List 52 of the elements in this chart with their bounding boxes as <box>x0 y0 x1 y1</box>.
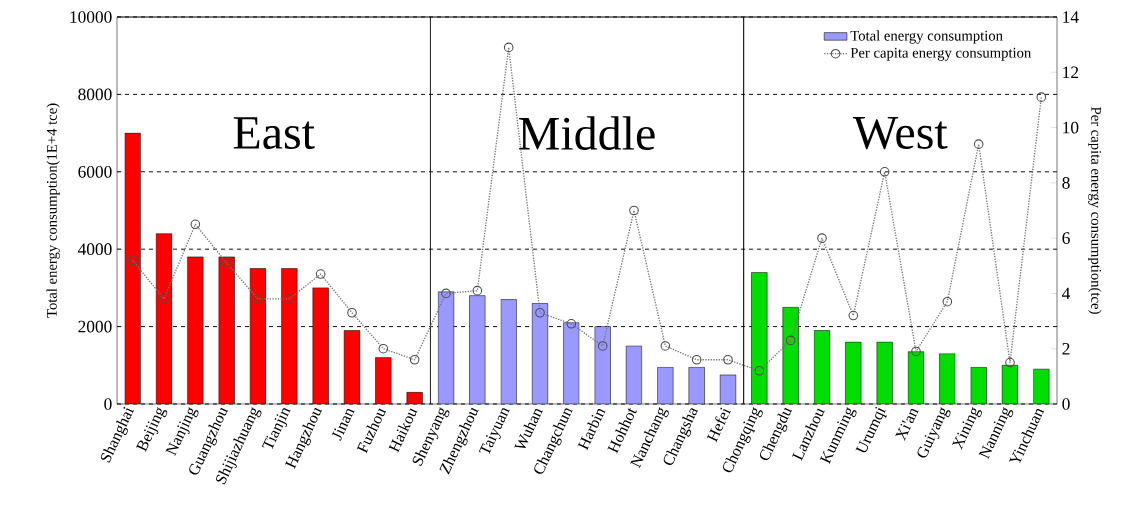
annotation: West <box>852 117 948 150</box>
point <box>848 310 859 321</box>
y-tick-label: 8000 <box>78 88 112 101</box>
y2-tick-label: 14 <box>1063 11 1079 23</box>
point <box>535 307 545 318</box>
point <box>441 288 451 299</box>
legend-label: Total energy consumption <box>850 30 1003 44</box>
y-tick-label: 2000 <box>78 320 112 333</box>
point <box>503 42 514 53</box>
point <box>597 341 608 351</box>
y-axis-title: Total energy consumption(1E+4 tce) <box>46 103 60 318</box>
point <box>378 343 389 354</box>
y-tick-label: 10000 <box>70 11 112 23</box>
y2-tick-label: 0 <box>1062 398 1070 410</box>
y-tick-label: 6000 <box>78 165 112 178</box>
point <box>817 233 827 243</box>
y2-axis-title: Per capita energy consumption(tce) <box>1088 106 1102 314</box>
point <box>911 346 921 357</box>
x-tick-label: Xi'an <box>895 408 919 441</box>
annotation: East <box>233 117 315 150</box>
y2-tick-label: 8 <box>1062 177 1070 189</box>
point <box>785 335 796 346</box>
point <box>315 269 326 279</box>
point <box>942 296 953 307</box>
point <box>347 307 357 318</box>
y2-tick-label: 6 <box>1062 232 1070 244</box>
point <box>190 219 201 230</box>
point <box>253 294 263 304</box>
point <box>472 285 483 296</box>
y-tick-label: 4000 <box>77 243 112 256</box>
y2-tick-label: 4 <box>1062 287 1071 300</box>
x-tick-label: Jinan <box>331 408 355 441</box>
point <box>566 319 577 329</box>
point <box>409 354 420 365</box>
y2-tick-label: 2 <box>1062 342 1070 355</box>
point <box>691 354 702 365</box>
point <box>159 294 169 304</box>
point <box>754 366 765 376</box>
point <box>723 354 733 365</box>
legend-label: Per capita energy consumption <box>850 47 1032 61</box>
y2-tick-label: 12 <box>1063 66 1079 79</box>
point <box>973 139 984 149</box>
point <box>629 205 639 216</box>
y2-tick-label: 10 <box>1063 121 1079 134</box>
point <box>1036 92 1047 102</box>
point <box>879 166 890 177</box>
point <box>1005 357 1015 368</box>
point <box>284 294 295 304</box>
annotation: Middle <box>519 116 655 150</box>
point <box>127 255 138 266</box>
point <box>660 341 671 351</box>
point <box>221 258 232 268</box>
